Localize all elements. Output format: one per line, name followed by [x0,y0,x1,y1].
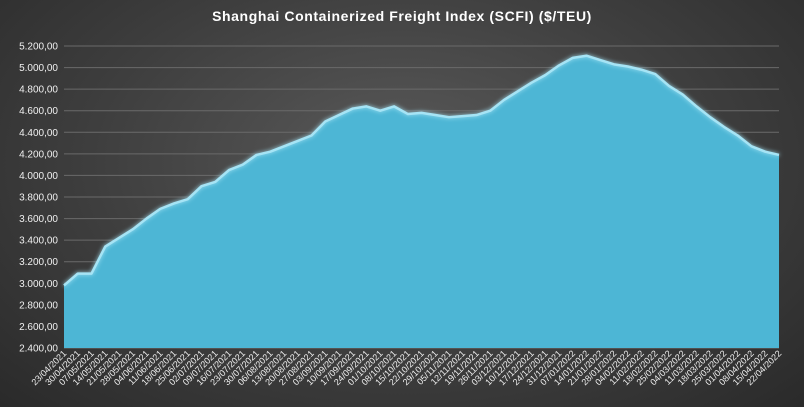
chart-title: Shanghai Containerized Freight Index (SC… [212,8,592,24]
y-tick-label: 5.200,00 [19,42,58,53]
y-tick-label: 2.400,00 [19,344,58,355]
y-tick-label: 2.600,00 [19,322,58,333]
y-tick-label: 3.200,00 [19,257,58,268]
y-tick-label: 5.000,00 [19,63,58,74]
y-tick-label: 3.600,00 [19,214,58,225]
y-tick-label: 4.000,00 [19,171,58,182]
y-tick-label: 4.200,00 [19,149,58,160]
area-fill [64,55,779,348]
y-tick-label: 3.800,00 [19,193,58,204]
y-tick-label: 2.800,00 [19,300,58,311]
y-tick-label: 4.400,00 [19,128,58,139]
y-tick-label: 3.400,00 [19,236,58,247]
y-tick-label: 4.800,00 [19,85,58,96]
series-line [63,54,780,287]
y-tick-label: 3.000,00 [19,279,58,290]
y-tick-label: 4.600,00 [19,106,58,117]
